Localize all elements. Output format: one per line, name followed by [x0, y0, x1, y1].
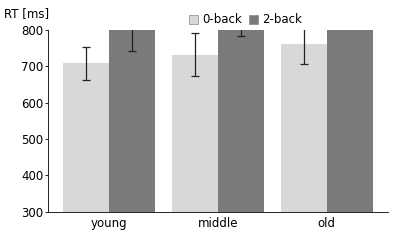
Text: RT [ms]: RT [ms]: [4, 7, 49, 20]
Bar: [327, 0, 372, 212]
Bar: [172, 55, 218, 212]
Bar: [218, 6, 264, 212]
Bar: [64, 63, 109, 212]
Legend: 0-back, 2-back: 0-back, 2-back: [184, 8, 306, 31]
Bar: [281, 44, 327, 212]
Bar: [109, 18, 155, 212]
